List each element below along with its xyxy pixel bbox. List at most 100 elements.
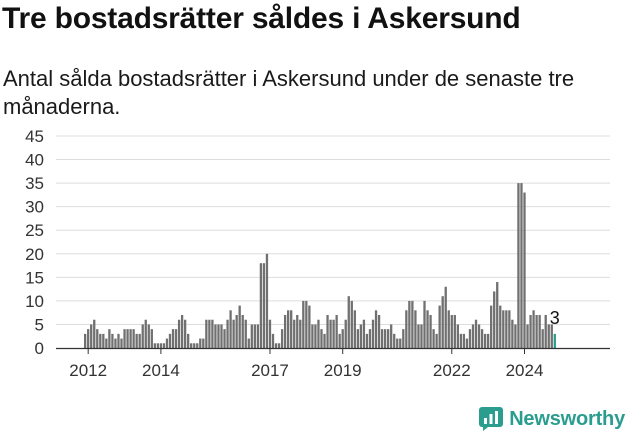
bar [350, 300, 353, 348]
bar [396, 338, 399, 348]
bar [177, 319, 181, 348]
bar [199, 338, 202, 348]
bar [314, 324, 317, 348]
bar [526, 324, 529, 348]
bar [441, 296, 444, 348]
bar [483, 333, 487, 348]
bar [256, 324, 260, 348]
bar [183, 319, 187, 348]
bar [490, 305, 493, 348]
bar [444, 286, 447, 348]
bar [532, 310, 535, 348]
bar [202, 338, 205, 348]
bar [232, 319, 235, 348]
bar [253, 324, 256, 348]
bar [359, 324, 363, 348]
bar [229, 310, 232, 348]
bar [517, 183, 520, 348]
bar [450, 315, 453, 348]
y-tick-label: 35 [25, 174, 44, 193]
bar [299, 319, 302, 348]
bar [205, 319, 208, 348]
bar [326, 315, 329, 348]
bar [320, 329, 323, 348]
bar [211, 319, 214, 348]
bar [268, 319, 272, 348]
bar [329, 319, 332, 348]
bar [523, 192, 526, 348]
bar [332, 319, 335, 348]
bar [420, 324, 423, 348]
bar [214, 324, 217, 348]
bar [138, 333, 141, 348]
bar [162, 343, 166, 348]
bar [126, 329, 129, 348]
bar [402, 329, 405, 348]
bar [520, 183, 523, 348]
bar [393, 333, 396, 348]
bar [296, 315, 299, 348]
bar [196, 343, 199, 348]
bar [302, 300, 305, 348]
bar [87, 329, 90, 348]
bar [414, 310, 417, 348]
bar [193, 343, 196, 348]
bar [529, 315, 532, 348]
bar [356, 329, 359, 348]
bar [502, 310, 505, 348]
bar [353, 310, 356, 348]
bar [323, 333, 326, 348]
bar [417, 324, 420, 348]
bars [84, 183, 556, 348]
bar [511, 319, 514, 348]
bar [383, 329, 387, 348]
bar [165, 338, 169, 348]
bar [120, 338, 123, 348]
bar [274, 343, 278, 348]
y-tick-label: 40 [25, 151, 44, 170]
bar [180, 315, 184, 348]
bar [341, 329, 344, 348]
bar [102, 333, 105, 348]
y-tick-label: 10 [25, 292, 44, 311]
chart-subtitle: Antal sålda bostadsrätter i Askersund un… [3, 66, 575, 119]
bar [344, 319, 347, 348]
bar [411, 300, 414, 348]
bar [423, 300, 426, 348]
last-value-label: 3 [550, 308, 560, 328]
bar [96, 329, 99, 348]
y-tick-label: 15 [25, 268, 44, 287]
bar [277, 343, 281, 348]
bar [226, 319, 229, 348]
bar [405, 310, 408, 348]
bar [280, 329, 284, 348]
bar [362, 319, 366, 348]
bar [305, 300, 308, 348]
bar [459, 333, 463, 348]
chart-title: Tre bostadsrätter såldes i Askersund [2, 2, 521, 35]
x-tick-label: 2024 [506, 361, 544, 380]
bar [471, 324, 475, 348]
bar [347, 296, 350, 348]
bar [390, 324, 393, 348]
bar [111, 333, 114, 348]
bar [250, 324, 253, 348]
bar [541, 329, 544, 348]
bar [368, 329, 372, 348]
bar [117, 333, 120, 348]
bar [223, 329, 226, 348]
bar [123, 329, 126, 348]
bar [468, 329, 472, 348]
bar [283, 315, 287, 348]
bar [408, 300, 411, 348]
bar [387, 329, 390, 348]
bar [514, 324, 517, 348]
y-tick-label: 25 [25, 221, 44, 240]
bar [535, 315, 538, 348]
bar [365, 333, 369, 348]
x-tick-label: 2019 [324, 361, 362, 380]
bar [241, 315, 244, 348]
bar [377, 315, 381, 348]
bar [84, 333, 87, 348]
